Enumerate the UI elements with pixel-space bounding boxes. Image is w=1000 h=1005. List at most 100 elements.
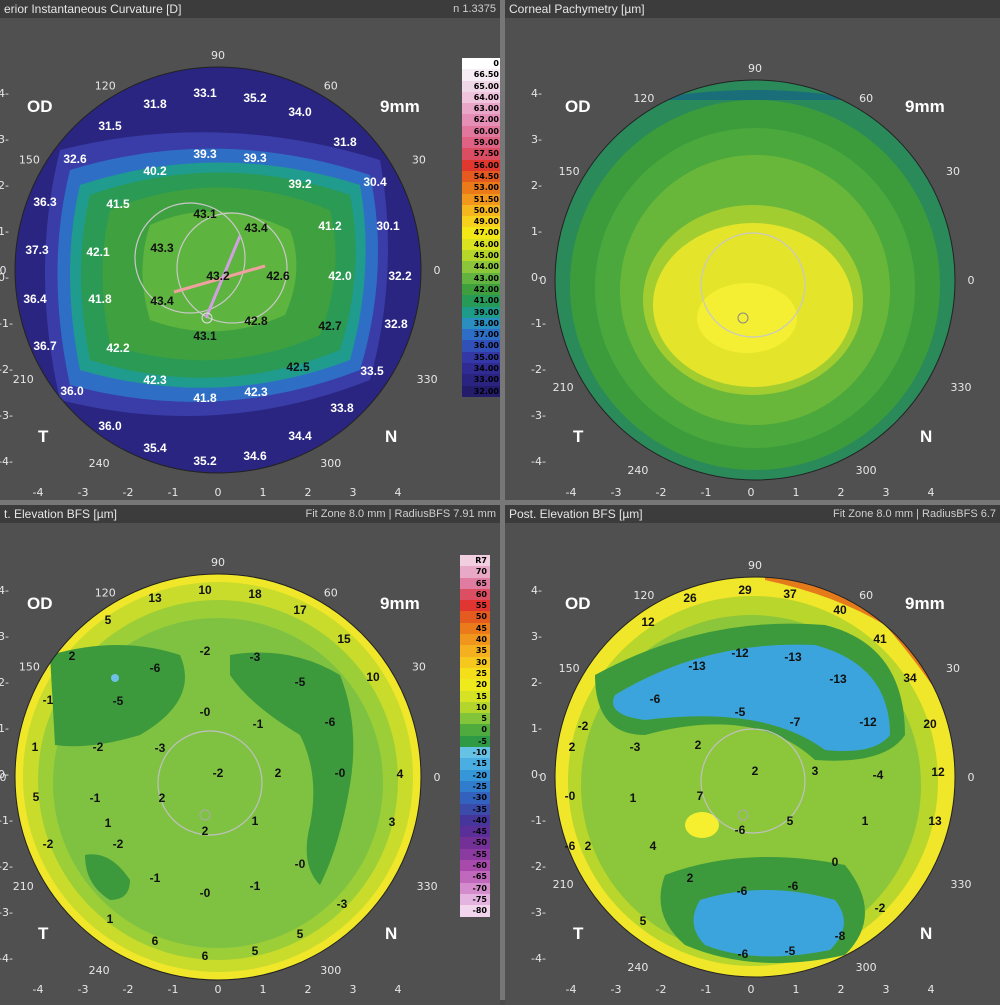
y-tick: 3- [531, 133, 542, 146]
angle-label-150: 150 [19, 660, 40, 673]
map-value: 13 [928, 814, 942, 828]
legend-entry: 33.00 [462, 374, 500, 386]
legend-entry: 5 [460, 713, 490, 725]
map-value: 1 [105, 816, 112, 830]
map-value: 2 [687, 871, 694, 885]
map-value: 42.1 [86, 245, 110, 259]
angle-label-150: 150 [19, 153, 40, 166]
x-tick: 2 [305, 486, 312, 499]
angle-label-300: 300 [320, 457, 341, 470]
angle-label-30: 30 [412, 153, 426, 166]
legend-entry: -15 [460, 758, 490, 770]
legend-entry: 47.00 [462, 227, 500, 239]
map-value: -3 [630, 740, 641, 754]
map-values: 33.1 35.2 31.8 34.0 31.5 31.8 32.6 39.3 39.3 40.2… [23, 86, 412, 468]
angle-label-240: 240 [89, 457, 110, 470]
angle-label-300: 300 [320, 964, 341, 977]
map-value: 39.2 [288, 177, 312, 191]
angle-label-330: 330 [951, 878, 972, 891]
fit-zone-info: Fit Zone 8.0 mm | RadiusBFS 6.7 [832, 508, 996, 520]
map-value: 41 [873, 632, 887, 646]
legend-entry: 57.50 [462, 148, 500, 160]
legend-entry: 42.00 [462, 283, 500, 296]
map-value: 2 [752, 764, 759, 778]
curvature-map-panel[interactable]: erior Instantaneous Curvature [D] n 1.33… [0, 0, 500, 500]
anterior-elevation-map: 4- 3- 2- 1- 0- -1- -2- -3- -4- -4 -3 -2 -1 0 1 2 3 4 OD 9… [0, 556, 441, 996]
x-tick: 3 [350, 486, 357, 499]
x-tick: 1 [793, 486, 800, 499]
map-value: -2 [43, 837, 54, 851]
anterior-elevation-panel[interactable]: t. Elevation BFS [µm] Fit Zone 8.0 mm | … [0, 505, 500, 1005]
color-scale-legend: 0 66.50 65.00 64.00 63.00 62.00 60.00 59.00 57.5… [462, 58, 500, 397]
temporal-label: T [573, 427, 584, 446]
map-value: 35.2 [193, 454, 217, 468]
posterior-elevation-panel[interactable]: Post. Elevation BFS [µm] Fit Zone 8.0 mm… [505, 505, 1000, 1005]
map-value: -6 [565, 839, 576, 853]
angle-label-240: 240 [627, 961, 648, 974]
map-value: 43.4 [244, 221, 268, 235]
map-value: -1 [253, 717, 264, 731]
y-tick: -3- [0, 409, 13, 422]
map-value: 30.4 [363, 175, 387, 189]
legend-entry: 43.00 [462, 272, 500, 284]
map-value: 36.3 [33, 195, 57, 209]
legend-entry: 46.00 [462, 238, 500, 251]
y-tick: -1- [531, 814, 546, 827]
legend-entry: R7 [460, 555, 490, 567]
map-value: 29 [738, 583, 752, 597]
map-value: -2 [213, 766, 224, 780]
map-value: 40.2 [143, 164, 167, 178]
map-value: 39.3 [243, 151, 267, 165]
y-tick: 0- [0, 768, 9, 781]
map-value: 34.6 [243, 449, 267, 463]
eye-label: OD [27, 97, 53, 116]
angle-label-60: 60 [859, 92, 873, 105]
map-value: 42.3 [143, 373, 167, 387]
temporal-label: T [38, 924, 49, 943]
map-value: 2 [69, 649, 76, 663]
map-value: 5 [640, 914, 647, 928]
eye-label: OD [565, 97, 591, 116]
y-tick: -1- [0, 317, 13, 330]
legend-entry: -75 [460, 893, 490, 906]
map-value: 31.5 [98, 119, 122, 133]
legend-entry: 39.00 [462, 306, 500, 318]
map-value: 36.0 [98, 419, 122, 433]
legend-entry: 70 [460, 566, 490, 578]
pupil-circle [700, 728, 806, 834]
map-value: -0 [200, 705, 211, 719]
pachymetry-map-panel[interactable]: Corneal Pachymetry [µm] 4- 3- 2- 1- 0- -1- -2-… [505, 0, 1000, 500]
y-tick: -3- [531, 906, 546, 919]
legend-entry: 10 [460, 701, 490, 714]
legend-entry: 49.00 [462, 216, 500, 228]
horizontal-divider [0, 500, 1000, 505]
y-tick: 4- [0, 87, 9, 100]
map-value: -5 [735, 705, 746, 719]
y-tick: -3- [0, 906, 13, 919]
angle-label-60: 60 [324, 587, 338, 600]
angle-label-30: 30 [946, 165, 960, 178]
y-tick: 3- [531, 630, 542, 643]
y-tick: 4- [0, 584, 9, 597]
map-value: 5 [105, 613, 112, 627]
map-value: 41.8 [193, 391, 217, 405]
x-tick: -1 [701, 486, 712, 499]
map-value: 43.1 [193, 207, 217, 221]
x-tick: 0 [215, 983, 222, 996]
x-tick: 0 [215, 486, 222, 499]
map-value: 42.8 [244, 314, 268, 328]
legend-entry: 60.00 [462, 125, 500, 138]
nasal-label: N [385, 924, 397, 943]
angle-label-0: 0 [0, 771, 7, 784]
angle-label-240: 240 [89, 964, 110, 977]
map-value: 31.8 [333, 135, 357, 149]
map-value: 26 [683, 591, 697, 605]
map-value: -7 [790, 715, 801, 729]
x-tick: -4 [33, 486, 44, 499]
y-tick: -4- [0, 952, 13, 965]
